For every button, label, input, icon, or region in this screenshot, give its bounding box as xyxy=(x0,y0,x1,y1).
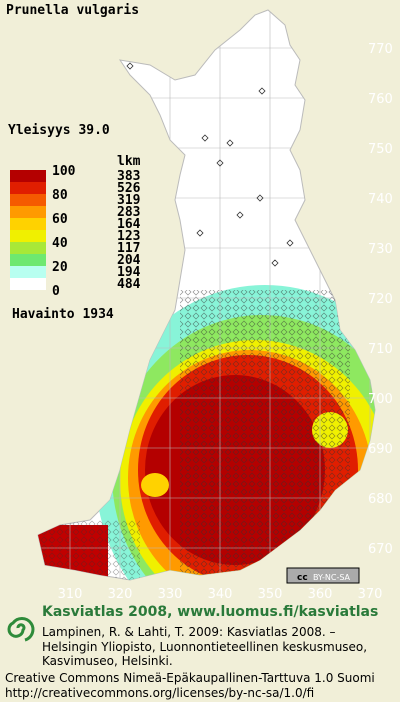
legend-count: 117 xyxy=(117,241,140,256)
easting-label: 340 xyxy=(208,587,233,602)
title: Prunella vulgaris xyxy=(6,3,139,18)
northing-label: 690 xyxy=(368,442,393,457)
legend-count: 164 xyxy=(117,217,141,232)
legend-count: 123 xyxy=(117,229,140,244)
logo xyxy=(7,616,35,642)
legend-band xyxy=(10,182,46,194)
legend-count: 194 xyxy=(117,265,141,280)
northing-label: 710 xyxy=(368,342,393,357)
footer-heading: Kasviatlas 2008, www.luomus.fi/kasviatla… xyxy=(42,604,378,620)
easting-label: 360 xyxy=(308,587,333,602)
legend-band xyxy=(10,242,46,254)
northing-label: 720 xyxy=(368,292,393,307)
legend-scale-label: 80 xyxy=(52,188,68,203)
badge-text: BY-NC-SA xyxy=(313,573,351,582)
northing-label: 730 xyxy=(368,242,393,257)
citation-line: Helsingin Yliopisto, Luonnontieteellinen… xyxy=(42,640,367,654)
northing-label: 760 xyxy=(368,92,393,107)
count-header: lkm xyxy=(117,154,141,169)
license-line: Creative Commons Nimeä-Epäkaupallinen-Ta… xyxy=(5,671,375,685)
legend-count: 204 xyxy=(117,253,141,268)
easting-label: 330 xyxy=(158,587,183,602)
legend-count: 319 xyxy=(117,193,140,208)
legend-band xyxy=(10,170,46,182)
legend-count: 526 xyxy=(117,181,141,196)
easting-label: 350 xyxy=(258,587,283,602)
legend-scale-label: 40 xyxy=(52,236,68,251)
frequency: Yleisyys 39.0 xyxy=(8,123,110,138)
northing-label: 680 xyxy=(368,492,393,507)
badge-symbol: cc xyxy=(297,573,308,583)
legend-count: 484 xyxy=(117,277,141,292)
legend-band xyxy=(10,194,46,206)
legend-band xyxy=(10,266,46,278)
license-line: http://creativecommons.org/licenses/by-n… xyxy=(5,686,314,700)
legend-band xyxy=(10,206,46,218)
easting-label: 310 xyxy=(58,587,83,602)
legend-band xyxy=(10,230,46,242)
northing-label: 700 xyxy=(368,392,393,407)
legend-scale-label: 0 xyxy=(52,284,60,299)
legend-band xyxy=(10,218,46,230)
legend-scale-label: 20 xyxy=(52,260,68,275)
legend-scale-label: 60 xyxy=(52,212,68,227)
legend-count: 283 xyxy=(117,205,140,220)
legend-scale-label: 100 xyxy=(52,164,76,179)
legend-count: 383 xyxy=(117,169,140,184)
license-badge: cc BY-NC-SA xyxy=(286,567,360,584)
northing-label: 770 xyxy=(368,42,393,57)
citation-line: Lampinen, R. & Lahti, T. 2009: Kasviatla… xyxy=(42,625,336,639)
legend-band xyxy=(10,278,46,290)
northing-label: 750 xyxy=(368,142,393,157)
legend-band xyxy=(10,254,46,266)
easting-label: 320 xyxy=(108,587,133,602)
citation-line: Kasvimuseo, Helsinki. xyxy=(42,654,173,668)
northing-label: 740 xyxy=(368,192,393,207)
northing-label: 670 xyxy=(368,542,393,557)
observations: Havainto 1934 xyxy=(12,307,114,322)
easting-label: 370 xyxy=(358,587,383,602)
land xyxy=(37,9,376,581)
